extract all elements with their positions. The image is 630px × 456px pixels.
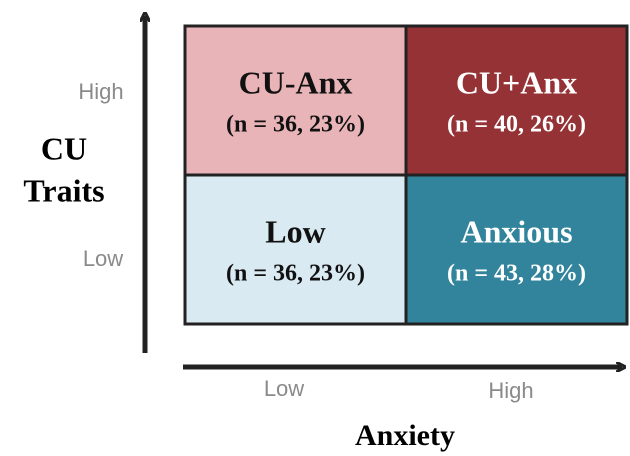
x-level: High <box>488 378 533 403</box>
cell-detail: (n = 40, 26%) <box>447 112 586 138</box>
cell-detail: (n = 36, 23%) <box>226 112 365 138</box>
y-title: CU <box>41 130 87 166</box>
y-level: Low <box>83 246 123 271</box>
cell-label: Anxious <box>460 213 572 249</box>
grid: CU-Anx (n = 36, 23%) CU+Anx (n = 40, 26%) Lo… <box>183 24 629 326</box>
x-title: Anxiety <box>355 419 455 452</box>
cell <box>404 24 629 177</box>
y-level: High <box>78 79 123 104</box>
y-title: Traits <box>23 172 104 208</box>
cell-detail: (n = 36, 23%) <box>226 261 365 287</box>
cell-label: CU-Anx <box>239 64 353 100</box>
cell-label: CU+Anx <box>456 64 577 100</box>
x-level: Low <box>264 376 304 401</box>
cell-label: Low <box>265 213 325 249</box>
cell <box>183 24 408 177</box>
cell-detail: (n = 43, 28%) <box>447 261 586 287</box>
cell <box>404 173 629 326</box>
cell <box>183 173 408 326</box>
